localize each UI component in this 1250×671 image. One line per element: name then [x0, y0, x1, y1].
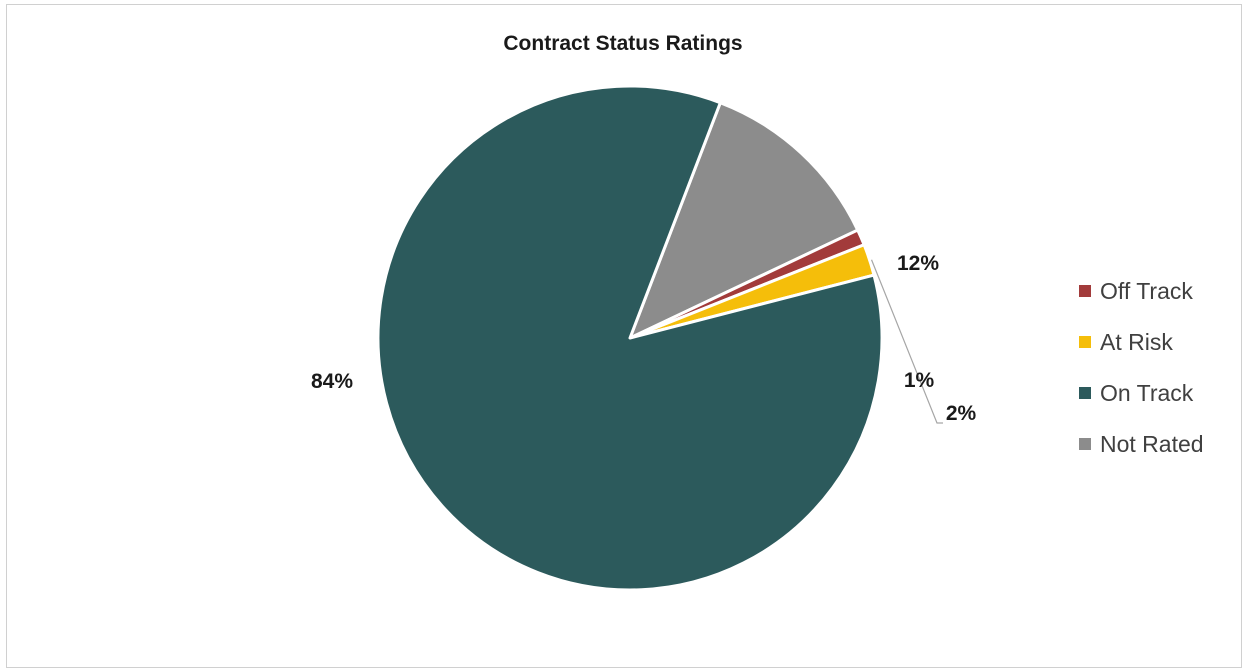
legend-label-on-track: On Track — [1100, 380, 1194, 406]
data-label-on-track: 84% — [311, 370, 353, 393]
data-label-not-rated: 12% — [897, 252, 939, 275]
legend-swatch-at-risk — [1079, 336, 1091, 348]
legend: Off Track At Risk On Track Not Rated — [1079, 278, 1204, 457]
legend-swatch-not-rated — [1079, 438, 1091, 450]
chart-title: Contract Status Ratings — [503, 32, 742, 55]
data-label-at-risk: 2% — [946, 402, 977, 425]
legend-swatch-on-track — [1079, 387, 1091, 399]
pie-slice-not-rated — [628, 101, 860, 340]
data-label-off-track: 1% — [904, 369, 935, 392]
leader-lines — [870, 259, 943, 424]
legend-swatch-off-track — [1079, 285, 1091, 297]
legend-label-not-rated: Not Rated — [1100, 431, 1204, 457]
leader-line-at-risk — [870, 259, 943, 424]
data-labels: 12% 1% 2% 84% — [311, 252, 977, 425]
pie-slices — [376, 84, 884, 592]
pie-slice-on-track — [376, 84, 884, 592]
legend-label-off-track: Off Track — [1100, 278, 1193, 304]
legend-label-at-risk: At Risk — [1100, 329, 1173, 355]
